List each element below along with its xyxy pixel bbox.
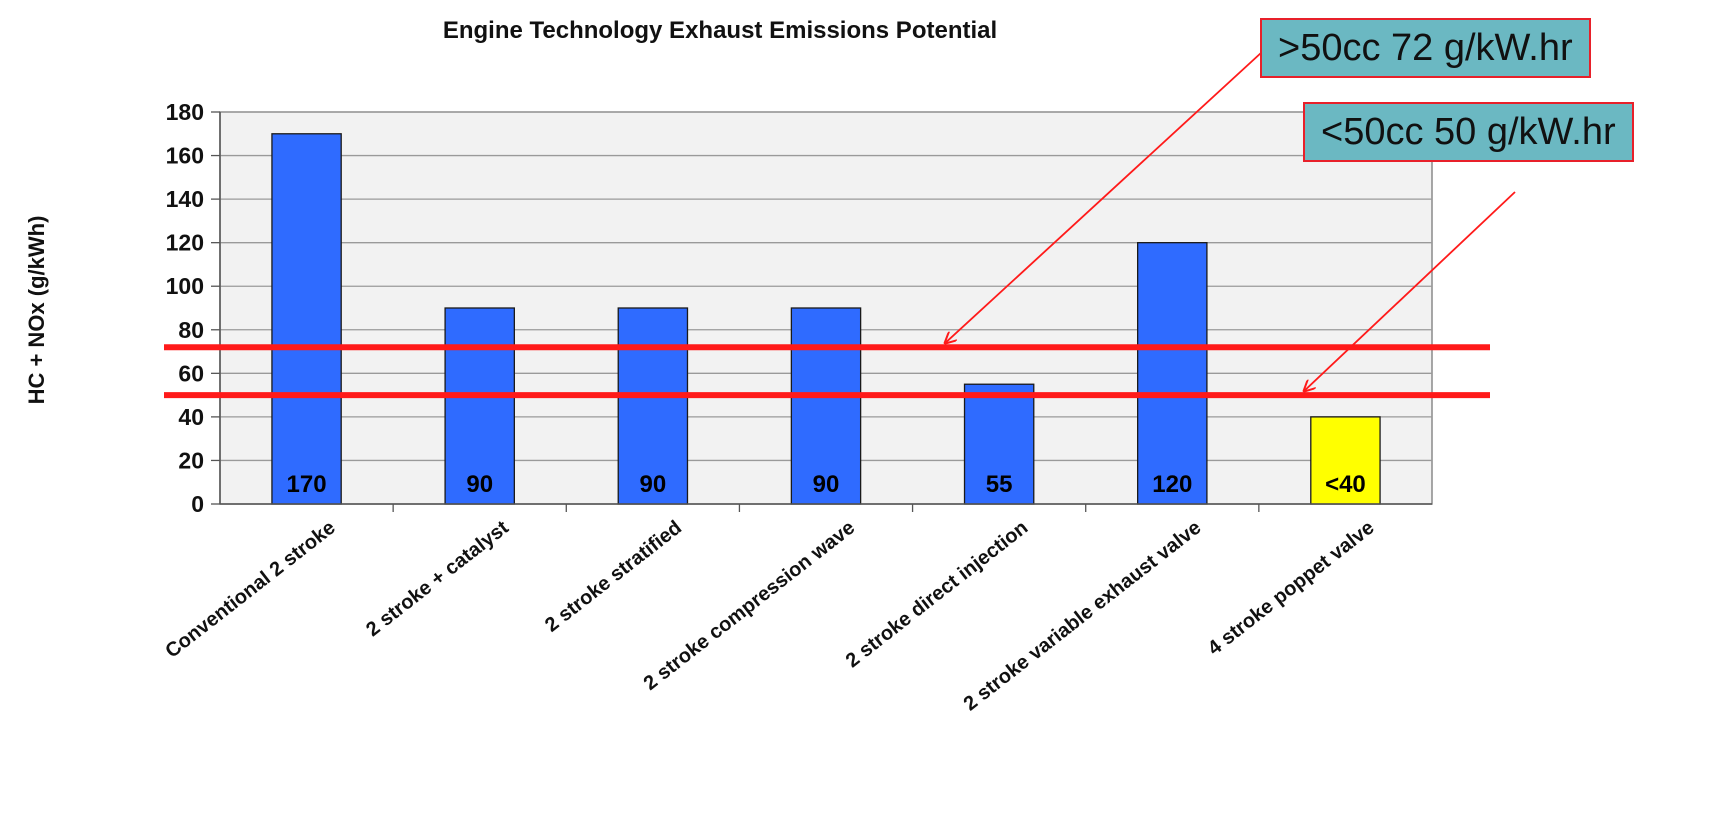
y-tick-label: 80 (178, 317, 204, 343)
bar (963, 383, 1035, 505)
y-tick-label: 160 (166, 143, 204, 169)
annotation-under-50cc: <50cc 50 g/kW.hr (1303, 102, 1634, 162)
x-tick-label: 2 stroke direct injection (842, 517, 1032, 673)
y-axis-label: HC + NOx (g/kWh) (24, 216, 49, 405)
data-label: 55 (986, 471, 1013, 498)
data-labels: 170 90 90 90 55 120 <40 (287, 471, 1366, 498)
y-tick-label: 100 (166, 273, 204, 299)
annotation-arrow (1304, 191, 1516, 391)
bar (271, 133, 342, 505)
chart-title: Engine Technology Exhaust Emissions Pote… (443, 17, 997, 44)
y-tick-label: 60 (178, 360, 204, 386)
annotation-arrow (945, 51, 1263, 343)
annotation-over-50cc: >50cc 72 g/kW.hr (1260, 18, 1591, 78)
bars (271, 133, 1381, 505)
x-tick-label: 2 stroke + catalyst (362, 516, 513, 641)
data-label: 90 (813, 471, 840, 498)
limit-lines (164, 344, 1490, 399)
x-tick-label: Conventional 2 stroke (161, 517, 339, 663)
data-label: <40 (1325, 471, 1366, 498)
x-tick-label: 4 stroke poppet valve (1204, 517, 1379, 660)
y-tick-label: 140 (166, 186, 204, 212)
annotation-arrows (945, 51, 1516, 391)
data-label: 170 (287, 471, 327, 498)
y-tick-label: 180 (166, 99, 204, 125)
y-tick-label: 20 (178, 447, 204, 473)
bar (1137, 242, 1208, 505)
data-label: 90 (640, 471, 667, 498)
data-label: 120 (1152, 471, 1192, 498)
x-tick-label: 2 stroke stratified (541, 517, 686, 637)
data-label: 90 (466, 471, 493, 498)
gridlines (220, 111, 1432, 462)
y-tick-label: 120 (166, 230, 204, 256)
y-tick-label: 40 (178, 404, 204, 430)
bar (1310, 416, 1381, 505)
y-tick-label: 0 (191, 491, 204, 517)
